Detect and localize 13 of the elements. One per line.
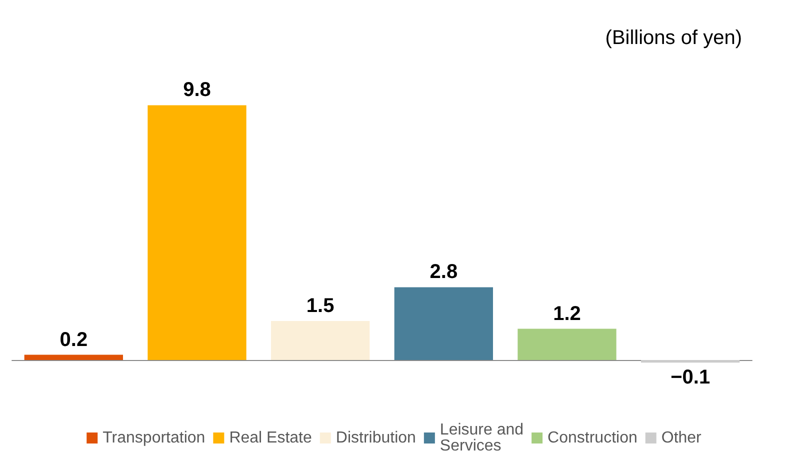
legend-label: Distribution (336, 430, 416, 446)
data-label: 1.2 (553, 302, 581, 325)
legend-label: Real Estate (229, 430, 312, 446)
data-label: 2.8 (430, 261, 458, 284)
legend-label: Other (661, 430, 702, 446)
legend-label: Transportation (102, 430, 206, 446)
data-label: 1.5 (306, 295, 334, 317)
data-label: −0.1 (670, 366, 710, 389)
y-axis-title: (Billions of yen) (605, 27, 742, 49)
data-label: 0.2 (60, 328, 88, 351)
data-label: 9.8 (183, 79, 211, 102)
legend-label: Leisure and Services (440, 422, 524, 454)
legend-label: Construction (548, 430, 638, 446)
